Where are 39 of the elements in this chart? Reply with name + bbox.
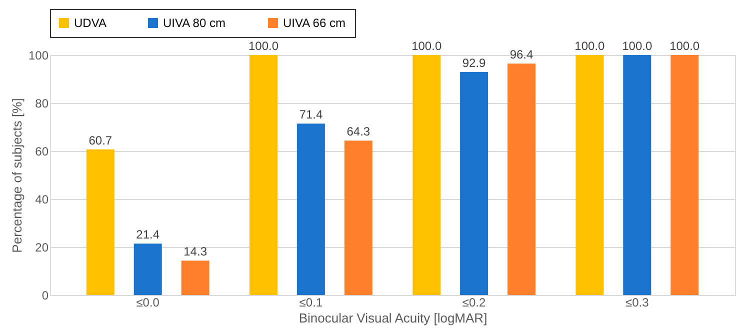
data-label: 100.0	[574, 39, 606, 53]
data-label: 100.0	[622, 39, 652, 53]
bar	[576, 55, 604, 295]
data-label: 100.0	[248, 39, 279, 53]
data-label: 14.3	[184, 244, 208, 259]
x-tick-label: ≤0.1	[299, 296, 323, 310]
y-tick-label: 20	[35, 240, 49, 254]
y-tick-label: 40	[35, 192, 49, 206]
bar	[250, 55, 278, 295]
y-axis-title: Percentage of subjects [%]	[9, 98, 24, 253]
data-label: 96.4	[510, 48, 534, 62]
legend-label: UIVA 66 cm	[283, 16, 346, 30]
bar	[344, 140, 372, 295]
y-tick-label: 80	[35, 96, 49, 110]
bar	[460, 72, 488, 295]
data-label: 64.3	[346, 124, 370, 139]
x-tick-label: ≤0.0	[136, 296, 160, 310]
data-label: 92.9	[462, 56, 486, 70]
bar	[507, 64, 536, 295]
data-label: 100.0	[670, 39, 700, 53]
x-axis-title: Binocular Visual Acuity [logMAR]	[298, 310, 488, 326]
bar	[670, 55, 699, 295]
bar	[86, 149, 114, 295]
data-label: 100.0	[412, 39, 442, 53]
data-label: 21.4	[136, 228, 160, 242]
bar	[181, 260, 210, 295]
bar	[412, 55, 441, 295]
bar	[623, 55, 652, 295]
y-tick-label: 100	[28, 48, 49, 62]
legend-label: UDVA	[74, 16, 106, 30]
data-label: 71.4	[299, 108, 323, 122]
y-tick-label: 0	[42, 288, 49, 302]
legend-label: UIVA 80 cm	[163, 16, 226, 30]
bar	[134, 244, 162, 295]
x-tick-label: ≤0.2	[462, 296, 486, 310]
x-tick-label: ≤0.3	[626, 296, 650, 310]
y-tick-label: 60	[35, 144, 49, 158]
bar	[296, 124, 325, 295]
data-label: 60.7	[88, 133, 112, 148]
